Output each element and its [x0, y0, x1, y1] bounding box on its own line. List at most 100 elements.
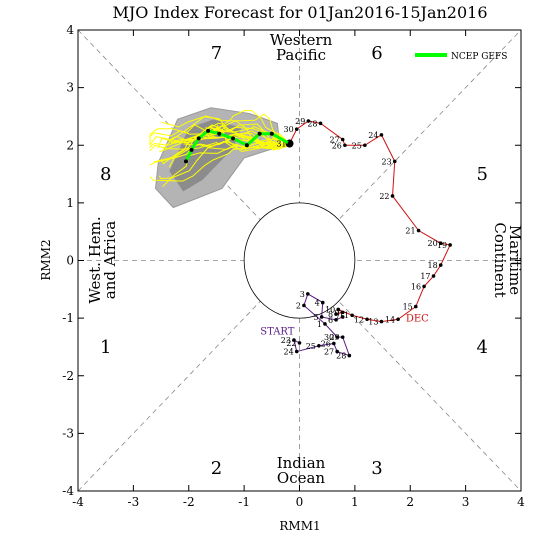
observed-nov-track-day-label: 23 [281, 336, 291, 345]
y-tick-label: -3 [62, 426, 74, 440]
observed-dec-track-point [340, 137, 345, 142]
svg-text:Indian: Indian [277, 454, 326, 472]
dec-label: DEC [406, 314, 429, 325]
observed-dec-track-point [334, 312, 338, 316]
observed-dec-track-day-label: 12 [354, 315, 364, 324]
observed-dec-track-point [416, 228, 421, 233]
observed-dec-track-point [438, 241, 443, 246]
observed-dec-track-point [396, 317, 400, 322]
observed-nov-track-point [340, 335, 345, 339]
x-tick-label: -1 [238, 495, 250, 509]
svg-text:Maritime: Maritime [506, 225, 524, 295]
legend-label: NCEP GEFS [451, 52, 507, 62]
y-tick-label: 4 [66, 23, 74, 37]
ensemble-track [153, 133, 290, 163]
x-tick-label: 0 [296, 495, 304, 509]
observed-nov-track-point [317, 343, 321, 348]
observed-nov-track-point [332, 341, 336, 346]
svg-text:West. Hem.: West. Hem. [86, 216, 104, 303]
observed-dec-track-day-label: 10 [325, 305, 335, 314]
phase-label: 5 [477, 164, 488, 185]
y-tick-label: -1 [62, 311, 74, 325]
forecast-mean-point [257, 131, 262, 136]
y-tick-label: 2 [66, 138, 74, 152]
observed-nov-track-day-label: 1 [317, 320, 322, 329]
x-tick-label: -2 [183, 495, 195, 509]
observed-nov-track-point [297, 341, 302, 345]
region-label-top: Western Pacific [270, 31, 333, 64]
observed-dec-track-point [365, 317, 369, 322]
observed-dec-track-day-label: 29 [295, 117, 305, 126]
observed-nov-track-day-label: 2 [296, 301, 301, 310]
x-tick-label: 1 [351, 495, 359, 509]
observed-nov-track-day-label: 25 [306, 342, 316, 351]
observed-dec-track-point [392, 159, 397, 164]
observed-nov-track-point [292, 338, 296, 342]
start-label: START [260, 326, 295, 337]
observed-nov-track-day-label: 28 [336, 352, 346, 361]
y-tick-label: 1 [66, 196, 74, 210]
y-tick-label: 0 [66, 254, 74, 268]
observed-dec-track-day-label: 28 [307, 119, 317, 128]
observed-dec-track-day-label: 26 [332, 141, 342, 150]
observed-dec-track-day-label: 27 [330, 135, 340, 144]
observed-dec-track-day-label: 9 [335, 308, 340, 317]
observed-nov-track-point [340, 315, 345, 319]
y-tick-label: -4 [62, 484, 74, 498]
observed-nov-track-day-label: 30 [324, 333, 334, 342]
svg-text:Pacific: Pacific [276, 46, 326, 64]
observed-nov-track-day-label: 3 [300, 290, 305, 299]
y-axis-label: RMM2 [39, 239, 53, 280]
observed-dec-track-day-label: 23 [382, 157, 392, 166]
svg-text:Ocean: Ocean [277, 469, 326, 487]
unit-circle [243, 202, 356, 319]
observed-dec-track-point [448, 243, 452, 247]
observed-dec-track-day-label: 24 [368, 131, 378, 140]
x-tick-label: 2 [406, 495, 414, 509]
observed-nov-track-point [335, 349, 339, 354]
observed-dec-track-day-label: 8 [328, 310, 333, 319]
phase-label: 4 [477, 337, 488, 358]
observed-dec-track-day-label: 19 [437, 241, 447, 250]
forecast-mean-point [244, 143, 249, 148]
svg-text:Western: Western [270, 31, 333, 49]
forecast-mean-point [287, 141, 292, 146]
observed-dec-track-day-label: 17 [420, 272, 430, 281]
observed-dec-track-point [306, 119, 311, 123]
observed-dec-track-day-label: 25 [352, 141, 362, 150]
forecast-mean-point [217, 131, 222, 136]
observed-dec-track-day-label: 18 [428, 261, 438, 270]
observed-nov-track-point [334, 318, 338, 322]
phase-label: 8 [100, 164, 111, 185]
observed-dec-track-day-label: 30 [284, 125, 294, 134]
observed-nov-track-day-label: 7 [335, 313, 340, 322]
phase-label: 1 [100, 337, 111, 358]
forecast-mean-point [206, 128, 211, 133]
observed-dec-track-point [336, 307, 341, 312]
chart-title: MJO Index Forecast for 01Jan2016-15Jan20… [112, 3, 487, 22]
observed-dec-track-point [294, 127, 299, 131]
observed-nov-track-point [320, 300, 325, 305]
phase-label: 3 [371, 458, 382, 479]
observed-nov-track-point [319, 315, 324, 319]
forecast-mean-point [189, 147, 194, 152]
observed-nov-track-line [293, 293, 351, 357]
forecast-mean-line [184, 129, 291, 163]
observed-dec-track-point [390, 194, 395, 198]
observed-nov-track-point [335, 335, 339, 339]
y-tick-label: -2 [62, 369, 74, 383]
legend: NCEP GEFS [415, 52, 507, 62]
region-label-bottom: Indian Ocean [277, 454, 326, 487]
observed-nov-track-point [302, 303, 306, 308]
observed-dec-track-point [340, 310, 345, 315]
observed-nov-track-day-label: 27 [324, 348, 334, 357]
x-tick-label: -4 [72, 495, 84, 509]
observed-dec-track-day-label: 20 [428, 239, 438, 248]
observed-nov-track-day-label: 24 [284, 348, 294, 357]
observed-nov-track-day-label: 4 [315, 299, 320, 308]
forecast-mean-point [196, 136, 201, 141]
observed-nov-track-day-label: 6 [328, 316, 333, 325]
observed-dec-track-day-label: 31 [276, 140, 286, 149]
